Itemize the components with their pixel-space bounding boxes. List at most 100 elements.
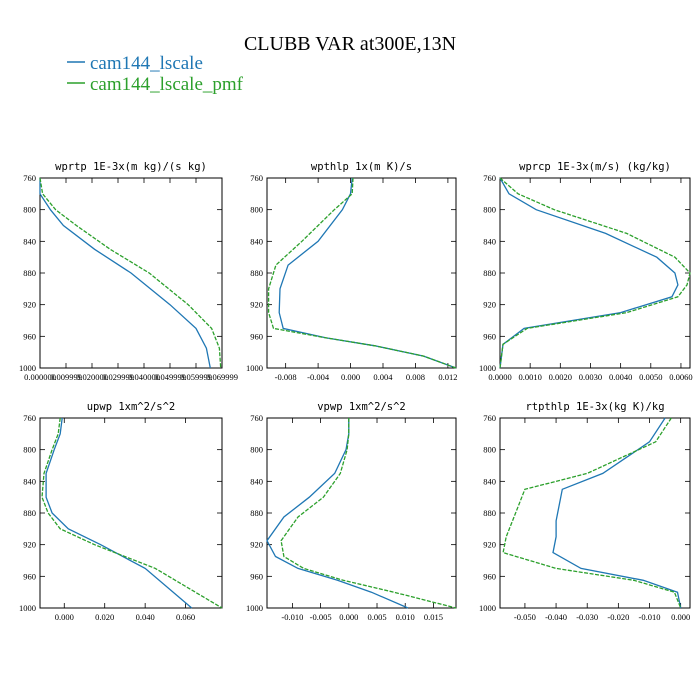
y-tick-label: 760 [483,173,496,183]
x-tick-label: 0.049999 [154,372,186,382]
series-line-lscale-pmf [499,177,691,369]
y-tick-label: 960 [483,571,496,581]
y-tick-label: 840 [23,236,36,246]
x-tick-label: 0.004 [373,372,393,382]
x-tick-label: 0.0000 [488,372,511,382]
y-tick-label: 880 [483,268,496,278]
x-tick-label: 0.000000 [24,372,56,382]
y-tick-label: 840 [250,236,263,246]
y-tick-label: 800 [23,445,36,455]
x-tick-label: 0.000 [339,612,358,622]
y-tick-label: 760 [250,173,263,183]
x-tick-label: 0.059999 [180,372,212,382]
y-tick-label: 960 [23,571,36,581]
panel-3: wprcp 1E-3x(m/s) (kg/kg) 760 800 840 880 920 9… [479,161,693,382]
x-tick-label: 0.000 [341,372,360,382]
x-tick-label: 0.009999 [50,372,82,382]
x-tick-label: -0.004 [307,372,330,382]
plot-frame [266,417,457,609]
panels: wprtp 1E-3x(m kg)/(s kg) 760 800 840 880 920 9… [19,161,693,622]
y-tick-label: 800 [250,445,263,455]
series-line-lscale [266,418,409,609]
x-tick-label: 0.0050 [639,372,662,382]
panel-title: vpwp 1xm^2/s^2 [317,401,406,413]
y-tick-label: 760 [250,413,263,423]
y-tick-label: 1000 [19,603,36,613]
y-tick-label: 920 [483,300,496,310]
y-tick-label: 880 [250,268,263,278]
panel-1: wprtp 1E-3x(m kg)/(s kg) 760 800 840 880 920 9… [19,161,238,382]
panel-2: wpthlp 1x(m K)/s 760 800 840 880 920 960 1000 -0… [246,161,457,382]
series-line-lscale-pmf [267,177,457,369]
legend: cam144_lscale cam144_lscale_pmf [67,53,244,95]
x-tick-label: -0.040 [545,612,567,622]
panel-title: wprtp 1E-3x(m kg)/(s kg) [55,161,207,173]
x-tick-label: 0.0020 [549,372,572,382]
y-tick-label: 1000 [246,603,263,613]
y-tick-label: 840 [250,476,263,486]
y-tick-label: 800 [23,205,36,215]
y-tick-label: 920 [23,540,36,550]
panel-4: upwp 1xm^2/s^2 760 800 840 880 920 960 1000 0.00… [19,401,223,622]
panel-title: wpthlp 1x(m K)/s [311,161,412,173]
series-line-lscale-pmf [280,418,457,609]
plot-frame [499,417,691,609]
figure-title: CLUBB VAR at300E,13N [244,33,456,55]
x-tick-label: 0.0010 [518,372,541,382]
plot-frame [266,177,457,369]
legend-label-lscale: cam144_lscale [90,53,203,74]
series-line-lscale [278,177,457,369]
series-line-lscale-pmf [41,417,223,609]
y-tick-label: 1000 [246,363,263,373]
y-tick-label: 920 [483,540,496,550]
x-tick-label: 0.0030 [579,372,602,382]
series-line-lscale [45,417,193,609]
series-line-lscale-pmf [502,417,682,609]
y-tick-label: 920 [250,540,263,550]
x-tick-label: 0.000 [671,612,690,622]
x-tick-label: 0.040 [136,612,155,622]
y-tick-label: 960 [483,331,496,341]
series-line-lscale [552,417,682,609]
plot-frame [39,417,223,609]
x-tick-label: -0.010 [639,612,661,622]
y-tick-label: 880 [23,268,36,278]
y-tick-label: 960 [250,331,263,341]
y-tick-label: 800 [483,205,496,215]
y-tick-label: 1000 [19,363,36,373]
legend-label-pmf: cam144_lscale_pmf [90,74,244,95]
panel-title: upwp 1xm^2/s^2 [87,401,176,413]
x-tick-label: 0.012 [438,372,457,382]
y-tick-label: 840 [483,476,496,486]
y-tick-label: 840 [23,476,36,486]
y-tick-label: 1000 [479,603,496,613]
y-tick-label: 840 [483,236,496,246]
panel-title: wprcp 1E-3x(m/s) (kg/kg) [519,161,671,173]
x-tick-label: -0.010 [281,612,303,622]
y-tick-label: 880 [250,508,263,518]
y-tick-label: 960 [23,331,36,341]
x-tick-label: 0.000 [55,612,74,622]
x-tick-label: 0.060 [176,612,195,622]
x-tick-label: 0.015 [424,612,443,622]
y-tick-label: 760 [23,413,36,423]
x-tick-label: 0.008 [406,372,425,382]
y-tick-label: 800 [483,445,496,455]
series-line-lscale [39,178,211,369]
x-tick-label: -0.050 [514,612,536,622]
y-tick-label: 760 [483,413,496,423]
plot-frame [499,177,691,369]
x-tick-label: 0.005 [367,612,386,622]
y-tick-label: 960 [250,571,263,581]
y-tick-label: 920 [23,300,36,310]
panel-6: rtpthlp 1E-3x(kg K)/kg 760 800 840 880 920 960… [479,401,691,622]
y-tick-label: 880 [23,508,36,518]
panel-5: vpwp 1xm^2/s^2 760 800 840 880 920 960 1000 -0.0… [246,401,457,622]
x-tick-label: 0.069999 [206,372,238,382]
x-tick-label: -0.030 [576,612,598,622]
series-line-lscale [499,177,679,369]
y-tick-label: 880 [483,508,496,518]
x-tick-label: 0.010 [396,612,415,622]
series-line-lscale-pmf [39,177,222,369]
